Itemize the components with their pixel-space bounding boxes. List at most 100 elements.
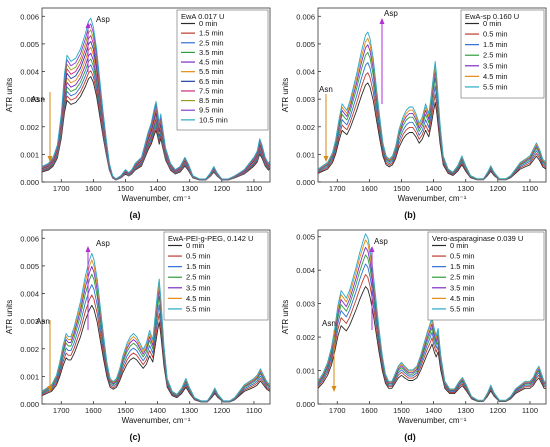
legend-entry-5: 4.5 min [450, 294, 475, 303]
legend-title: EwA-sp 0.160 U [465, 12, 519, 21]
y-tick-label: 0.005 [296, 233, 315, 242]
legend-entry-1: 0.5 min [483, 30, 508, 39]
x-axis-label: Wavenumber, cm⁻¹ [122, 194, 191, 203]
legend-entry-1: 0.5 min [186, 252, 211, 261]
legend-entry-3: 2.5 min [450, 273, 475, 282]
y-axis-label: ATR units [281, 78, 290, 113]
asn-label: Asn [36, 317, 50, 326]
y-tick-label: 0.003 [20, 95, 39, 104]
y-tick-label: 0.004 [296, 68, 315, 77]
legend-entry-1: 0.5 min [450, 252, 475, 261]
series-group [318, 31, 546, 181]
x-tick-label: 1600 [85, 184, 102, 193]
legend-entry-8: 8.5 min [199, 96, 224, 105]
y-tick-label: 0.001 [296, 367, 315, 376]
series-line-6 [318, 31, 546, 180]
legend-entry-6: 5.5 min [483, 82, 508, 91]
series-line-6 [318, 233, 546, 401]
legend-entry-10: 10.5 min [199, 115, 228, 124]
x-tick-label: 1300 [181, 184, 198, 193]
legend-entry-5: 4.5 min [186, 294, 211, 303]
x-axis-label: Wavenumber, cm⁻¹ [122, 416, 191, 425]
plot-frame [317, 7, 547, 183]
legend-entry-2: 1.5 min [483, 40, 508, 49]
asn-label: Asn [319, 85, 333, 94]
asn-arrow-head [47, 386, 53, 392]
legend-box [460, 9, 545, 99]
y-tick-label: 0.002 [296, 123, 315, 132]
legend-title: EwA 0.017 U [181, 12, 224, 21]
asp-arrow-head [369, 246, 375, 252]
x-tick-label: 1100 [522, 184, 538, 193]
legend-entry-0: 0 min [199, 19, 217, 28]
asn-arrow-head [323, 156, 329, 162]
legend-entry-9: 9.5 min [199, 106, 224, 115]
legend-entry-0: 0 min [450, 241, 468, 250]
legend-entry-2: 1.5 min [186, 262, 211, 271]
x-tick-label: 1200 [489, 406, 506, 415]
x-axis-label: Wavenumber, cm⁻¹ [398, 416, 467, 425]
x-tick-label: 1700 [329, 406, 346, 415]
asp-arrow-head [85, 22, 91, 28]
x-tick-label: 1600 [85, 406, 102, 415]
legend-entry-1: 1.5 min [199, 29, 224, 38]
y-tick-label: 0.005 [296, 40, 315, 49]
x-tick-label: 1400 [425, 406, 442, 415]
panel-label: (d) [404, 432, 416, 442]
x-axis-label: Wavenumber, cm⁻¹ [398, 194, 467, 203]
plot-frame [41, 7, 271, 183]
y-tick-label: 0.005 [20, 40, 39, 49]
series-line-6 [42, 252, 270, 402]
panel-label: (b) [404, 210, 416, 220]
y-tick-label: 0.002 [20, 123, 39, 132]
y-tick-label: 0.003 [296, 95, 315, 104]
asp-label: Asp [374, 237, 388, 246]
panel-label: (c) [130, 432, 141, 442]
x-tick-label: 1100 [246, 406, 262, 415]
legend-entry-3: 3.5 min [199, 48, 224, 57]
legend-entry-5: 5.5 min [199, 67, 224, 76]
x-tick-label: 1200 [213, 406, 230, 415]
chart-panel-c: 0.000 0.001 0.002 0.003 0.004 0.005 0.006 1700 1… [5, 229, 271, 442]
x-tick-label: 1500 [117, 184, 134, 193]
y-axis-label: ATR units [5, 300, 14, 335]
chart-panel-a: 0.000 0.001 0.002 0.003 0.004 0.005 0.006 1700 1… [5, 7, 271, 220]
legend-entry-4: 3.5 min [186, 283, 211, 292]
legend-entry-6: 5.5 min [186, 304, 211, 313]
legend-entry-0: 0 min [483, 19, 501, 28]
x-tick-label: 1200 [489, 184, 506, 193]
legend-entry-2: 2.5 min [199, 38, 224, 47]
x-tick-label: 1200 [213, 184, 230, 193]
x-tick-label: 1300 [181, 406, 198, 415]
y-tick-label: 0.004 [20, 68, 39, 77]
legend-box [427, 231, 545, 321]
x-tick-label: 1600 [361, 406, 378, 415]
y-tick-label: 0.000 [20, 400, 39, 409]
y-tick-label: 0.000 [296, 178, 315, 187]
legend-title: Vero-asparaginase 0.039 U [432, 234, 523, 243]
asn-arrow-head [331, 386, 337, 392]
x-tick-label: 1700 [329, 184, 346, 193]
x-tick-label: 1600 [361, 184, 378, 193]
y-tick-label: 0.003 [20, 317, 39, 326]
y-tick-label: 0.000 [20, 178, 39, 187]
y-tick-label: 0.002 [296, 333, 315, 342]
y-tick-label: 0.004 [296, 266, 315, 275]
legend-entry-7: 7.5 min [199, 86, 224, 95]
y-axis-label: ATR units [5, 78, 14, 113]
asp-label: Asp [384, 9, 398, 18]
series-group [42, 252, 270, 403]
x-tick-label: 1100 [246, 184, 262, 193]
panel-label: (a) [130, 210, 141, 220]
y-axis-label: ATR units [281, 300, 290, 335]
legend-entry-4: 4.5 min [199, 58, 224, 67]
y-tick-label: 0.003 [296, 300, 315, 309]
chart-panel-d: 0.000 0.001 0.002 0.003 0.004 0.005 1700 1600 15… [281, 229, 547, 442]
legend-entry-3: 2.5 min [483, 51, 508, 60]
legend-entry-5: 4.5 min [483, 72, 508, 81]
series-group [42, 17, 270, 181]
x-tick-label: 1300 [457, 184, 474, 193]
legend-entry-6: 6.5 min [199, 77, 224, 86]
